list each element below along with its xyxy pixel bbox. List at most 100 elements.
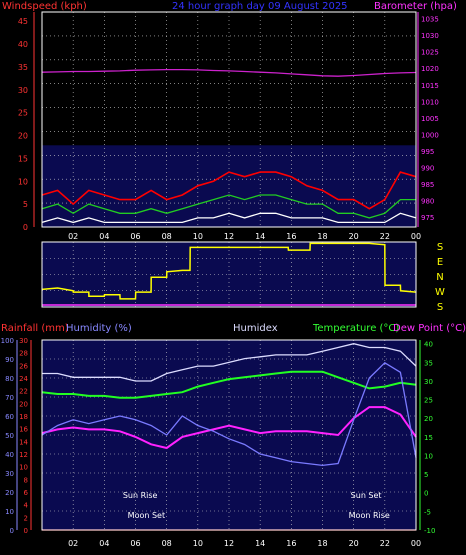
direction-line: [41, 242, 417, 300]
baro-y-tick: 1025: [421, 49, 439, 57]
temp-plot-frame: [41, 339, 417, 531]
humidity-tick: 80: [5, 375, 14, 383]
baro-y-tick: 975: [421, 214, 434, 222]
wind-y-tick: 35: [18, 63, 28, 72]
rainfall-tick: 22: [19, 388, 28, 396]
wind-y-tick: 5: [23, 200, 28, 209]
rainfall-tick: 26: [19, 362, 28, 370]
temp-label-temperature: Temperature (°C): [312, 323, 399, 334]
wind-y-tick: 0: [23, 223, 28, 232]
time-tick-label: 04: [99, 539, 109, 548]
humidity-tick: 10: [5, 508, 14, 516]
rainfall-tick: 0: [24, 527, 28, 535]
wind-y-tick: 10: [18, 177, 28, 186]
astro-annotation: Moon Rise: [349, 511, 390, 520]
temperature-tick: 0: [424, 490, 428, 498]
time-tick-label: 02: [68, 232, 78, 241]
astro-annotation: Sun Rise: [123, 491, 158, 500]
time-tick-label: 16: [286, 539, 296, 548]
baro-y-tick: 1015: [421, 82, 439, 90]
time-tick-label: 02: [68, 539, 78, 548]
temperature-tick: 35: [424, 359, 433, 367]
humidity-tick: 90: [5, 356, 14, 364]
astro-annotation: Moon Set: [128, 511, 165, 520]
wind-y-label: Windspeed (kph): [2, 1, 87, 12]
time-tick-label: 22: [380, 539, 390, 548]
temperature-tick: 40: [424, 341, 433, 349]
graph-title: 24 hour graph day 09 August 2025: [172, 1, 348, 12]
rainfall-tick: 20: [19, 400, 28, 408]
baro-y-tick: 995: [421, 148, 434, 156]
time-tick-label: 18: [317, 539, 327, 548]
direction-tick: S: [437, 242, 443, 253]
baro-y-tick: 980: [421, 198, 434, 206]
wind-y-tick: 30: [18, 86, 28, 95]
time-tick-label: 10: [193, 232, 203, 241]
wind-plot-frame: [41, 11, 417, 228]
baro-y-tick: 1000: [421, 131, 439, 139]
humidity-tick: 30: [5, 470, 14, 478]
barometer-line: [41, 68, 417, 77]
time-tick-label: 08: [162, 539, 172, 548]
time-tick-label: 20: [349, 539, 359, 548]
temperature-tick: -5: [424, 508, 431, 516]
rainfall-tick: 10: [19, 464, 28, 472]
direction-tick: W: [435, 287, 445, 298]
rainfall-tick: 30: [19, 337, 28, 345]
wind-y-tick: 45: [18, 17, 28, 26]
time-tick-label: 06: [130, 539, 140, 548]
baro-y-tick: 985: [421, 181, 434, 189]
temperature-tick: 10: [424, 452, 433, 460]
temperature-panel: 0102030405060708090100024681012141618202…: [1, 337, 436, 548]
direction-tick: E: [437, 257, 443, 268]
time-tick-label: 04: [99, 232, 109, 241]
humidity-line: [41, 361, 417, 467]
humidex-line: [42, 343, 417, 382]
wind-panel: 0510152025303540459759809859909951000100…: [18, 11, 439, 241]
rainfall-tick: 24: [19, 375, 28, 383]
time-tick-label: 06: [130, 232, 140, 241]
gust-line: [41, 171, 417, 210]
humidity-tick: 60: [5, 413, 14, 421]
time-tick-label: 00: [411, 232, 421, 241]
baro-y-tick: 1010: [421, 98, 439, 106]
time-tick-label: 14: [255, 539, 265, 548]
wind-y-tick: 25: [18, 109, 28, 118]
temperature-tick: 5: [424, 471, 428, 479]
time-tick-label: 22: [380, 232, 390, 241]
baro-y-tick: 1035: [421, 16, 439, 24]
time-tick-label: 18: [317, 232, 327, 241]
direction-plot-frame: [41, 241, 417, 308]
temperature-tick: 20: [424, 415, 433, 423]
astro-annotation: Sun Set: [351, 491, 382, 500]
time-tick-label: 12: [224, 539, 234, 548]
baro-y-tick: 990: [421, 164, 434, 172]
humidity-tick: 40: [5, 451, 14, 459]
rainfall-tick: 14: [19, 438, 28, 446]
time-tick-label: 20: [349, 232, 359, 241]
temperature-tick: 15: [424, 434, 433, 442]
time-tick-label: 16: [286, 232, 296, 241]
windspeed-line: [41, 194, 416, 219]
rainfall-tick: 2: [24, 514, 28, 522]
wind-y-tick: 20: [18, 132, 28, 141]
temperature-tick: -10: [424, 527, 435, 535]
time-tick-label: 12: [224, 232, 234, 241]
rainfall-tick: 18: [19, 413, 28, 421]
rainfall-tick: 12: [19, 451, 28, 459]
baro-y-tick: 1005: [421, 115, 439, 123]
humidity-tick: 100: [1, 337, 14, 345]
temp-label-dewpoint: Dew Point (°C): [393, 323, 466, 334]
rainfall-tick: 16: [19, 426, 28, 434]
wind-y-tick: 40: [18, 40, 28, 49]
time-tick-label: 10: [193, 539, 203, 548]
time-tick-label: 00: [411, 539, 421, 548]
time-tick-label: 14: [255, 232, 265, 241]
wind-y-tick: 15: [18, 154, 28, 163]
baro-y-label: Barometer (hpa): [374, 1, 457, 12]
temperature-line: [41, 370, 417, 399]
humidity-tick: 70: [5, 394, 14, 402]
rainfall-tick: 28: [19, 350, 28, 358]
temp-label-humidity: Humidity (%): [66, 323, 132, 334]
